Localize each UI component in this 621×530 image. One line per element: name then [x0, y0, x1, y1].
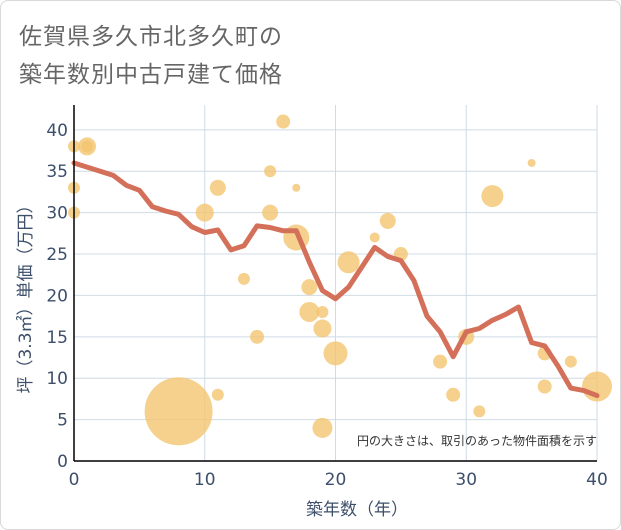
- chart-title-line-2: 築年数別中古戸建て価格: [19, 62, 283, 88]
- y-tick-label: 0: [57, 452, 68, 472]
- chart-annotation: 円の大きさは、取引のあった物件面積を示す: [357, 433, 597, 448]
- x-axis-label: 築年数（年）: [306, 500, 408, 520]
- bubble-point: [379, 212, 396, 229]
- x-tick-label: 30: [455, 470, 477, 490]
- y-tick-label: 40: [46, 121, 68, 141]
- x-tick-label: 10: [194, 470, 216, 490]
- bubble-point: [337, 251, 360, 274]
- y-tick-label: 25: [46, 245, 68, 265]
- bubble-point: [237, 272, 250, 285]
- bubble-point: [195, 203, 214, 222]
- bubble-point: [369, 232, 380, 243]
- y-tick-label: 5: [57, 411, 68, 431]
- bubble-point: [473, 405, 486, 418]
- bubble-point: [564, 355, 577, 368]
- bubble-point: [433, 354, 448, 369]
- bubble-point: [537, 379, 552, 394]
- y-tick-label: 35: [46, 162, 68, 182]
- bubble-point: [292, 183, 301, 192]
- y-tick-label: 10: [46, 369, 68, 389]
- x-tick-label: 0: [69, 470, 80, 490]
- axes: 0 10 20 30 40 0 5 10 15 20 25 30 35 40: [46, 105, 608, 490]
- chart-title-line-1: 佐賀県多久市北多久町の: [19, 24, 283, 50]
- bubble-point: [81, 140, 94, 153]
- bubble-point: [323, 341, 348, 366]
- bubble-point: [264, 165, 277, 178]
- bubble-point: [299, 301, 320, 322]
- bubble-point: [262, 204, 279, 221]
- y-tick-label: 20: [46, 286, 68, 306]
- y-tick-label: 30: [46, 204, 68, 224]
- x-tick-label: 20: [325, 470, 347, 490]
- bubble-point: [446, 387, 461, 402]
- bubble-point: [250, 329, 265, 344]
- bubble-point: [144, 377, 213, 446]
- bubble-point: [312, 417, 333, 438]
- bubble-point: [481, 185, 504, 208]
- y-tick-label: 15: [46, 328, 68, 348]
- bubble-point: [527, 158, 536, 167]
- bubble-point: [276, 114, 291, 129]
- x-tick-label: 40: [586, 470, 608, 490]
- trend-line-group: [71, 160, 600, 399]
- bubble-point: [316, 305, 329, 318]
- bubble-point: [301, 279, 318, 296]
- bubble-point: [209, 179, 226, 196]
- bubbles: [68, 114, 612, 446]
- trend-line: [71, 160, 600, 399]
- y-axis-label: 坪（3.3㎡）単価（万円）: [16, 196, 36, 393]
- bubble-point: [211, 388, 224, 401]
- bubble-point: [313, 319, 332, 338]
